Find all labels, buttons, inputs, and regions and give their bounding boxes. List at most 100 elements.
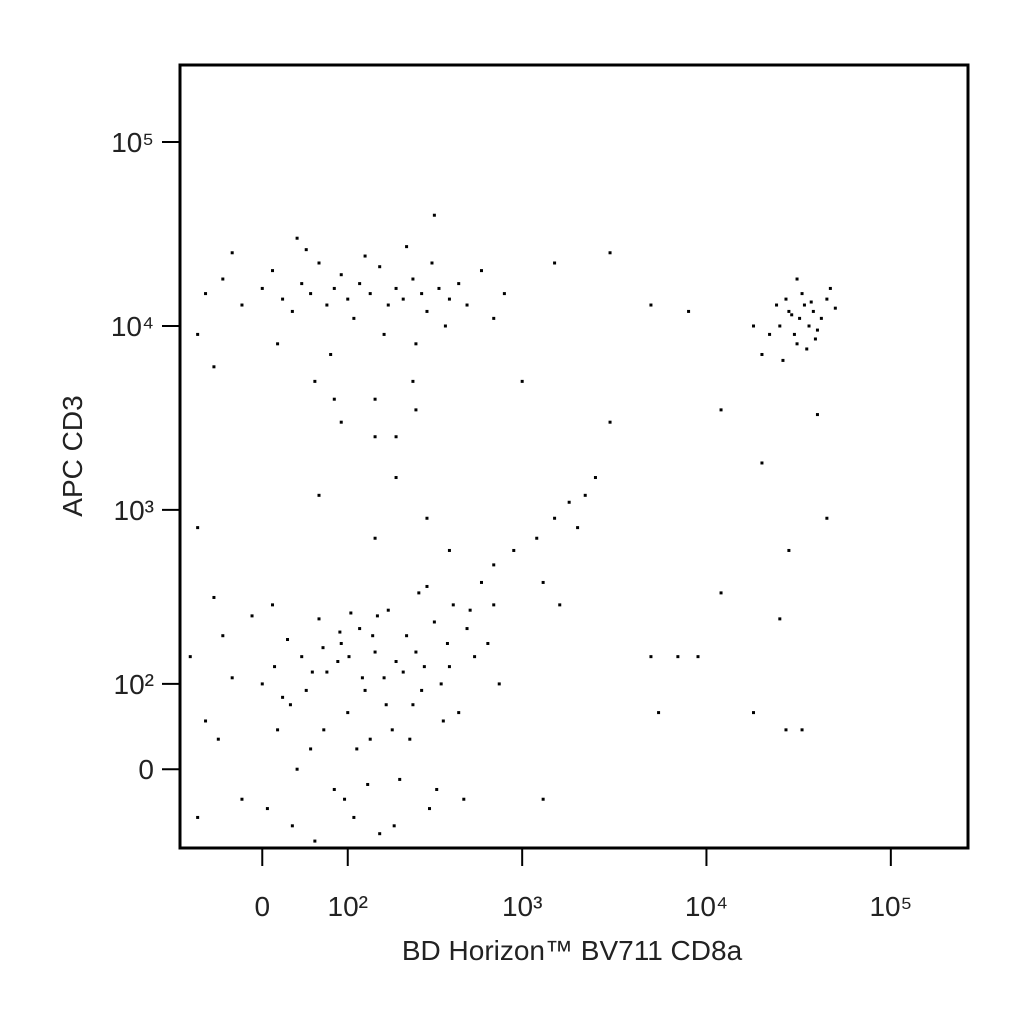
point xyxy=(462,797,466,801)
point xyxy=(439,682,443,686)
point xyxy=(352,316,356,320)
point xyxy=(394,286,398,290)
point xyxy=(300,282,304,286)
point xyxy=(800,728,804,732)
point xyxy=(784,728,788,732)
point xyxy=(363,254,367,258)
point xyxy=(558,603,562,607)
point xyxy=(392,824,396,828)
point xyxy=(441,719,445,723)
point xyxy=(768,332,772,336)
point xyxy=(541,580,545,584)
point xyxy=(212,365,216,369)
point xyxy=(593,476,597,480)
point xyxy=(811,309,815,313)
point xyxy=(425,584,429,588)
point xyxy=(798,316,802,320)
point xyxy=(752,711,756,715)
point xyxy=(787,309,791,313)
point xyxy=(492,603,496,607)
point xyxy=(304,248,308,252)
point xyxy=(417,591,421,595)
point xyxy=(313,379,317,383)
point xyxy=(809,300,813,304)
point xyxy=(360,676,364,680)
y-tick-label: 0 xyxy=(138,754,154,785)
point xyxy=(332,397,336,401)
point xyxy=(321,646,325,650)
point xyxy=(216,737,220,741)
point xyxy=(325,670,329,674)
y-tick-label: 10⁴ xyxy=(111,311,154,342)
point xyxy=(432,213,436,217)
point xyxy=(825,297,829,301)
x-tick-label: 10⁴ xyxy=(685,891,728,922)
point xyxy=(420,292,424,296)
point xyxy=(366,782,370,786)
point xyxy=(336,659,340,663)
point xyxy=(390,728,394,732)
point xyxy=(800,292,804,296)
x-tick-label: 10² xyxy=(328,891,368,922)
point xyxy=(805,347,809,351)
point xyxy=(405,245,409,249)
point xyxy=(760,461,764,465)
point xyxy=(492,316,496,320)
point xyxy=(204,292,208,296)
point xyxy=(273,665,277,669)
point xyxy=(541,797,545,801)
point xyxy=(322,728,326,732)
point xyxy=(815,328,819,332)
point xyxy=(290,309,294,313)
point xyxy=(386,608,390,612)
point xyxy=(373,435,377,439)
point xyxy=(368,737,372,741)
point xyxy=(240,797,244,801)
point xyxy=(465,303,469,307)
y-tick-label: 10² xyxy=(114,669,154,700)
point xyxy=(230,251,234,255)
point xyxy=(373,536,377,540)
point xyxy=(447,665,451,669)
point xyxy=(188,655,192,659)
point xyxy=(775,303,779,307)
point xyxy=(815,413,819,417)
point xyxy=(778,324,782,328)
point xyxy=(371,634,375,638)
point xyxy=(583,493,587,497)
point xyxy=(352,815,356,819)
point xyxy=(221,634,225,638)
point xyxy=(790,313,794,317)
point xyxy=(795,277,799,281)
point xyxy=(363,688,367,692)
point xyxy=(465,627,469,631)
point xyxy=(828,286,832,290)
point xyxy=(346,297,350,301)
point xyxy=(752,324,756,328)
point xyxy=(204,719,208,723)
point xyxy=(355,747,359,751)
point xyxy=(787,548,791,552)
point xyxy=(286,638,290,642)
point xyxy=(435,787,439,791)
point xyxy=(212,595,216,599)
point xyxy=(649,655,653,659)
point xyxy=(719,591,723,595)
point xyxy=(368,292,372,296)
point xyxy=(813,337,817,341)
point xyxy=(411,379,415,383)
point xyxy=(382,332,386,336)
point xyxy=(760,352,764,356)
x-tick-label: 10⁵ xyxy=(869,891,912,922)
point xyxy=(398,777,402,781)
point xyxy=(196,526,200,530)
point xyxy=(792,332,796,336)
point xyxy=(781,358,785,362)
point xyxy=(332,787,336,791)
point xyxy=(468,608,472,612)
point xyxy=(288,703,292,707)
point xyxy=(290,824,294,828)
point xyxy=(535,536,539,540)
